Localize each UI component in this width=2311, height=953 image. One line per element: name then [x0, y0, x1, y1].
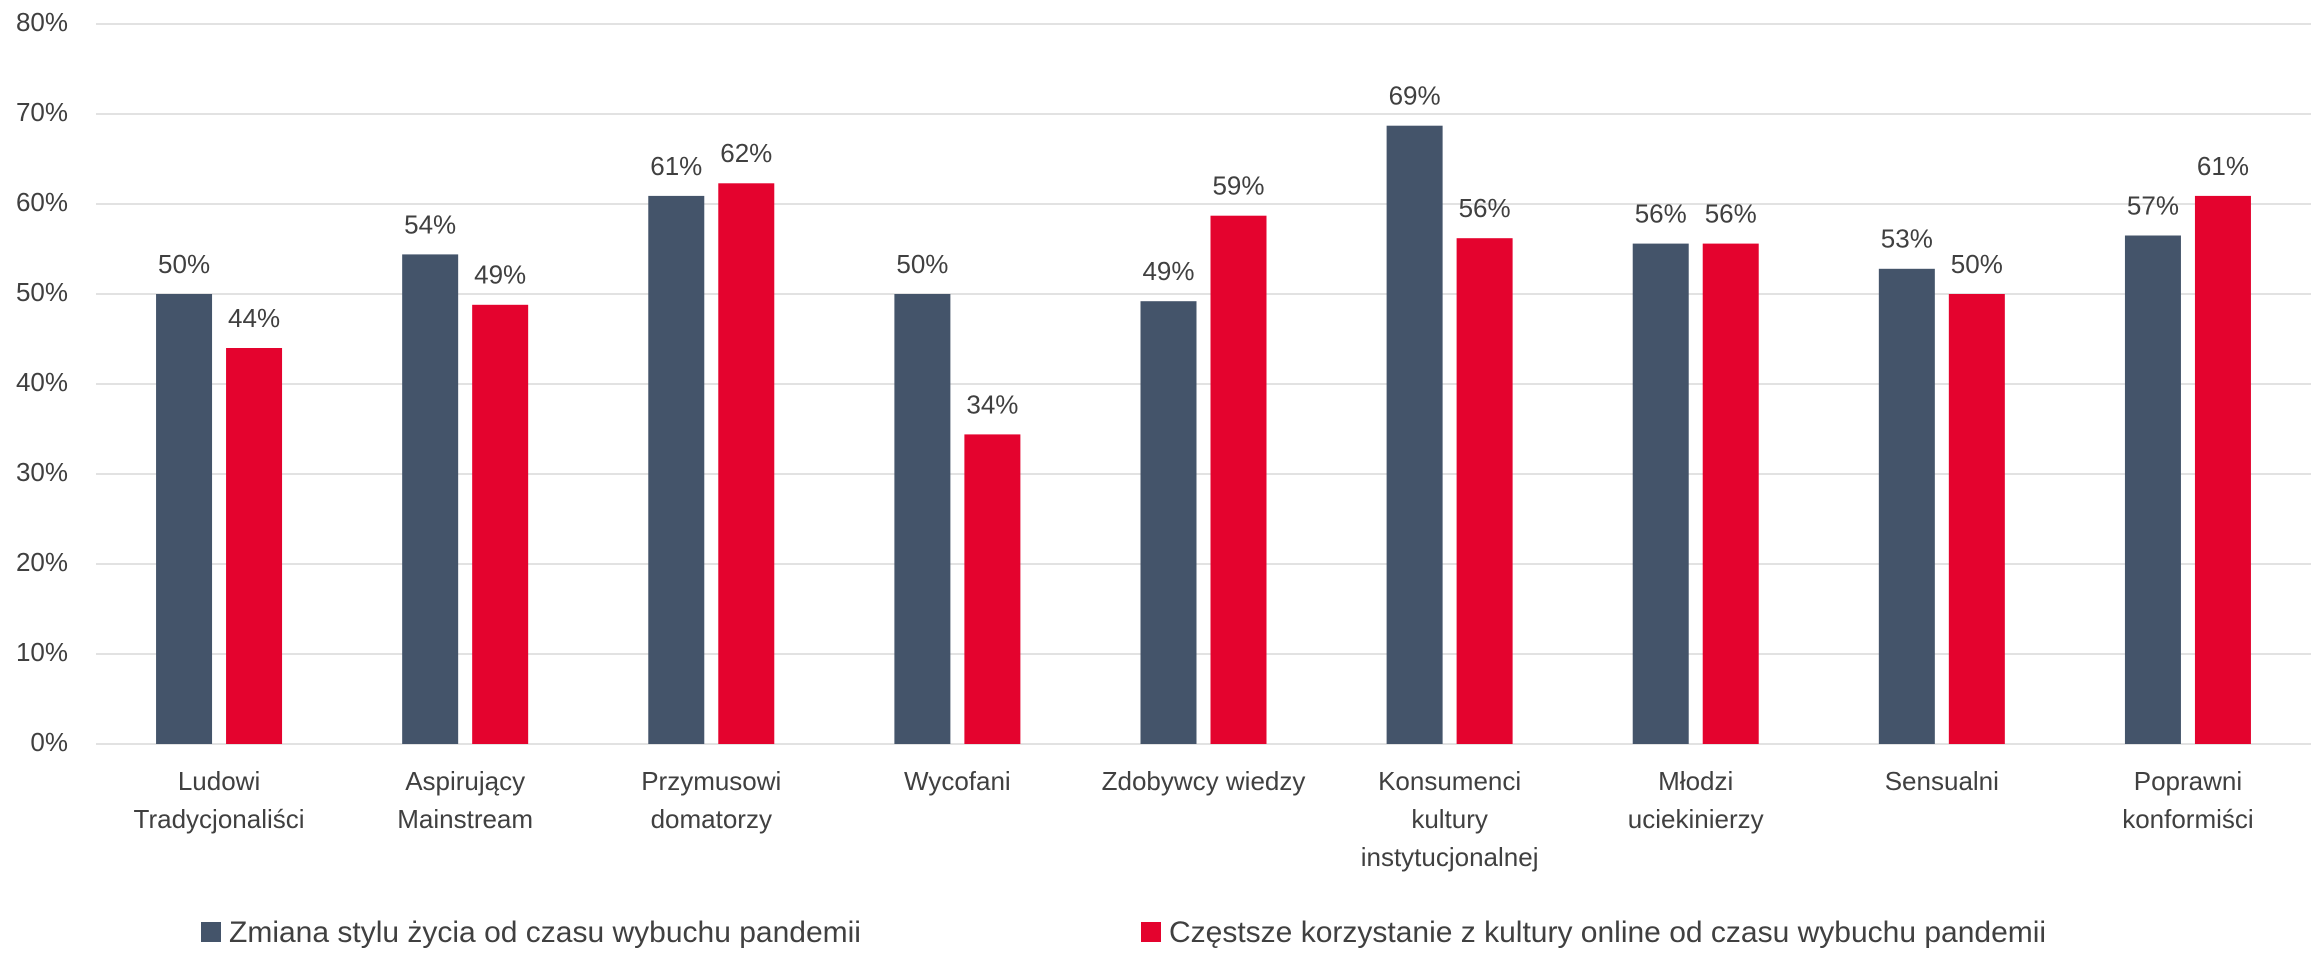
bar	[1140, 301, 1197, 744]
x-tick-label: Konsumenci kultury instytucjonalnej	[1360, 766, 1539, 872]
bar	[472, 304, 529, 744]
bar	[156, 294, 213, 744]
x-tick-label: Przymusowi domatorzy	[641, 766, 782, 834]
legend-swatch	[1141, 922, 1161, 942]
bar	[402, 254, 459, 744]
bar	[1702, 243, 1759, 744]
x-tick-label: Wycofani	[904, 766, 1011, 796]
value-label: 61%	[650, 151, 702, 181]
bar	[1210, 215, 1267, 744]
value-label: 50%	[158, 249, 210, 279]
bar	[1386, 125, 1443, 744]
value-label: 57%	[2127, 190, 2179, 220]
value-label: 69%	[1389, 81, 1441, 111]
value-label: 50%	[1951, 249, 2003, 279]
y-tick-label: 40%	[16, 367, 68, 397]
bar	[964, 434, 1021, 744]
legend-label: Częstsze korzystanie z kultury online od…	[1169, 916, 2046, 949]
value-label: 49%	[474, 260, 526, 290]
value-label: 62%	[720, 138, 772, 168]
y-tick-label: 50%	[16, 277, 68, 307]
bar	[2124, 235, 2181, 744]
bar	[1456, 238, 1513, 744]
y-tick-label: 20%	[16, 547, 68, 577]
value-label: 61%	[2197, 151, 2249, 181]
bar	[718, 183, 775, 745]
y-tick-label: 60%	[16, 187, 68, 217]
bar	[226, 348, 283, 744]
x-tick-label: Aspirujący Mainstream	[397, 766, 534, 834]
value-label: 50%	[896, 249, 948, 279]
legend-swatch	[201, 922, 221, 942]
bar	[1878, 268, 1935, 744]
value-label: 56%	[1635, 198, 1687, 228]
value-label: 53%	[1881, 224, 1933, 254]
x-tick-label: Poprawni konformiści	[2122, 766, 2254, 834]
value-label: 59%	[1212, 171, 1264, 201]
bar	[1632, 243, 1689, 744]
value-label: 44%	[228, 303, 280, 333]
bar	[648, 195, 705, 744]
bar	[894, 294, 951, 744]
x-tick-label: Sensualni	[1884, 766, 1999, 796]
y-tick-label: 80%	[16, 7, 68, 37]
value-label: 56%	[1705, 198, 1757, 228]
legend-label: Zmiana stylu życia od czasu wybuchu pand…	[229, 916, 861, 949]
y-tick-label: 0%	[30, 727, 68, 757]
x-tick-label: Młodzi uciekinierzy	[1627, 766, 1764, 834]
y-tick-label: 30%	[16, 457, 68, 487]
value-label: 54%	[404, 209, 456, 239]
value-label: 34%	[966, 389, 1018, 419]
bar	[2194, 195, 2251, 744]
x-tick-label: Zdobywcy wiedzy	[1101, 766, 1306, 796]
y-tick-label: 70%	[16, 97, 68, 127]
value-label: 56%	[1459, 193, 1511, 223]
value-label: 49%	[1142, 256, 1194, 286]
x-tick-label: Ludowi Tradycjonaliści	[133, 766, 305, 834]
bar	[1948, 294, 2005, 744]
y-tick-label: 10%	[16, 637, 68, 667]
